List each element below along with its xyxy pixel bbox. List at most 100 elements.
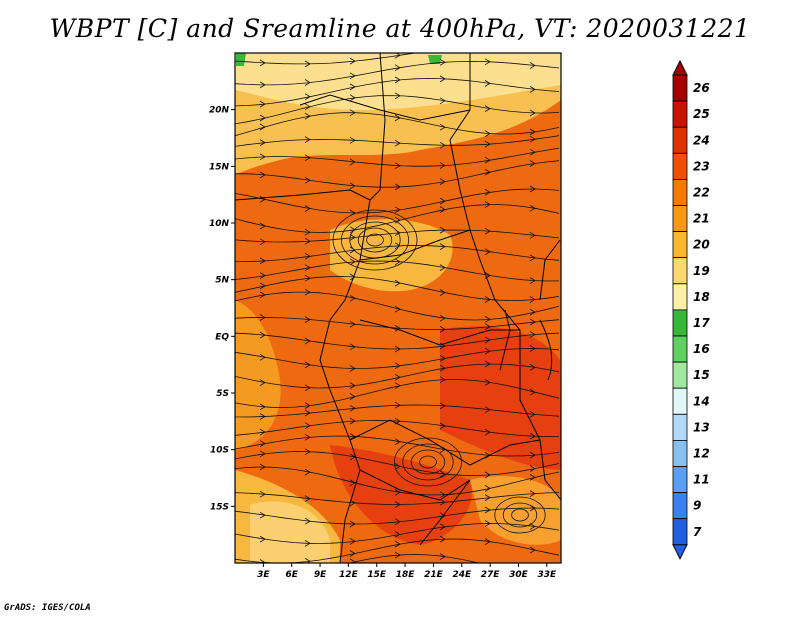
streamline-arrow xyxy=(529,86,536,93)
streamline-arrow xyxy=(439,226,446,234)
streamline xyxy=(235,291,560,321)
streamline-arrow xyxy=(439,422,446,430)
streamline-arrow xyxy=(304,540,311,547)
streamline-arrow xyxy=(349,246,356,254)
streamline-arrow xyxy=(349,433,356,440)
streamline xyxy=(235,204,560,233)
streamline xyxy=(235,435,560,457)
streamline-arrow xyxy=(304,237,311,245)
colorbar-label: 7 xyxy=(693,525,702,539)
colorbar-label: 12 xyxy=(693,446,710,460)
colorbar-label: 20 xyxy=(693,238,710,252)
colorbar-swatch xyxy=(672,466,688,494)
streamline xyxy=(235,451,560,476)
streamline-arrow xyxy=(529,148,536,156)
colorbar-swatch xyxy=(672,178,688,206)
streamline-arrow xyxy=(484,471,491,479)
streamline-arrow xyxy=(439,498,446,506)
streamline-arrow xyxy=(439,553,446,560)
streamline-arrow xyxy=(259,490,266,498)
streamline-arrow xyxy=(484,188,491,196)
streamline-vortex xyxy=(511,508,529,522)
colorbar-swatch xyxy=(672,257,688,285)
streamline-arrow xyxy=(529,277,536,284)
streamline-arrow xyxy=(394,540,401,548)
streamline-arrow xyxy=(529,465,536,472)
latitude-axis: 20N 15N 10N 5N EQ 5S 10S 15S xyxy=(209,106,235,512)
streamline-arrow xyxy=(439,162,446,169)
streamline-arrow xyxy=(394,279,401,287)
streamline-arrow xyxy=(349,72,356,80)
lon-tick-label: 15E xyxy=(367,570,387,580)
streamline-arrow xyxy=(529,432,536,440)
streamline-arrow xyxy=(259,114,266,122)
streamline-arrow xyxy=(349,136,356,144)
streamline-arrow xyxy=(484,168,491,176)
lon-tick-label: 30E xyxy=(509,570,529,580)
lon-tick-label: 33E xyxy=(537,570,557,580)
streamline xyxy=(235,229,560,243)
streamline-arrow xyxy=(439,326,446,333)
streamline-arrow xyxy=(304,136,311,143)
streamline-arrow xyxy=(529,62,536,69)
streamline-arrow xyxy=(484,316,491,323)
streamline-arrow xyxy=(484,347,491,355)
streamline-vortex xyxy=(502,502,538,528)
streamline-arrow xyxy=(484,130,491,137)
streamline-arrow xyxy=(259,428,266,436)
streamline-arrow xyxy=(304,422,311,430)
streamline-arrow xyxy=(349,417,356,425)
streamline-vortex xyxy=(332,209,418,271)
colorbar-label: 19 xyxy=(693,264,710,278)
streamline-arrow xyxy=(304,468,311,476)
streamline-arrow xyxy=(529,331,536,338)
streamline-arrow xyxy=(304,103,311,111)
colorbar-swatch xyxy=(672,361,688,389)
streamline-arrow xyxy=(304,409,311,417)
streamline-arrow xyxy=(529,523,536,530)
colorbar-label: 16 xyxy=(693,342,710,356)
streamline-arrow xyxy=(305,570,310,576)
streamline-arrow xyxy=(304,252,311,260)
streamline-arrow xyxy=(349,550,356,557)
streamline-arrow xyxy=(259,314,266,321)
colorbar-label: 17 xyxy=(693,316,710,330)
streamline-arrow xyxy=(439,523,446,531)
streamline-vortex xyxy=(402,443,454,481)
streamline-arrow xyxy=(304,361,311,369)
streamline-arrow xyxy=(259,282,266,290)
streamline-arrow xyxy=(259,440,266,447)
streamline-arrow xyxy=(394,216,401,224)
streamline-arrow xyxy=(394,489,401,496)
streamline-arrow xyxy=(530,42,535,48)
lon-tick-label: 24E xyxy=(452,570,472,580)
streamline-arrow xyxy=(304,112,311,120)
streamline-arrow xyxy=(304,228,311,236)
streamline-arrow xyxy=(349,273,356,281)
streamline-vortex xyxy=(340,215,409,265)
streamline-arrow xyxy=(259,123,266,131)
streamline-arrow xyxy=(484,336,491,344)
streamline-arrow xyxy=(484,227,491,235)
streamline-arrow xyxy=(529,388,536,396)
map-frame xyxy=(234,52,562,564)
streamline xyxy=(235,404,560,418)
streamline-arrow xyxy=(394,463,401,470)
lat-tick-label: 15S xyxy=(210,502,229,512)
streamline-arrow xyxy=(304,154,311,162)
colorbar-swatch xyxy=(672,309,688,337)
streamline-arrow xyxy=(394,206,401,214)
streamline xyxy=(235,276,560,301)
streamline-arrow xyxy=(349,234,356,241)
colorbar-swatch xyxy=(672,335,688,363)
streamline-arrow xyxy=(349,83,356,91)
streamline-arrow xyxy=(349,453,356,461)
streamline-vortex xyxy=(494,496,546,534)
streamline-arrow xyxy=(349,258,356,266)
streamline-arrow xyxy=(484,296,491,303)
streamline-arrow xyxy=(529,451,536,459)
streamline-arrow xyxy=(529,109,536,117)
colorbar-swatch xyxy=(672,205,688,233)
streamline-arrow xyxy=(439,123,446,131)
streamline xyxy=(235,188,560,214)
